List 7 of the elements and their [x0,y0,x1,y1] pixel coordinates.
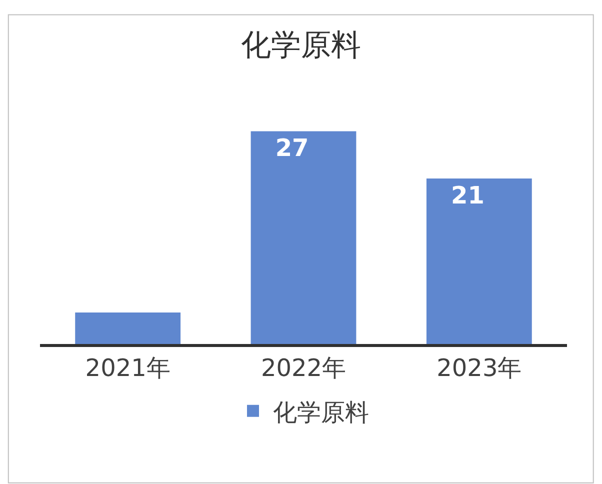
data-label: 21 [451,181,484,210]
x-tick-label: 2022年 [260,354,346,382]
data-label: 27 [275,134,309,162]
x-tick-label: 2021年 [85,354,170,382]
x-tick-label: 2023年 [436,354,522,382]
legend-label: 化学原料 [273,398,369,426]
chart-title: 化学原料 [241,28,361,63]
